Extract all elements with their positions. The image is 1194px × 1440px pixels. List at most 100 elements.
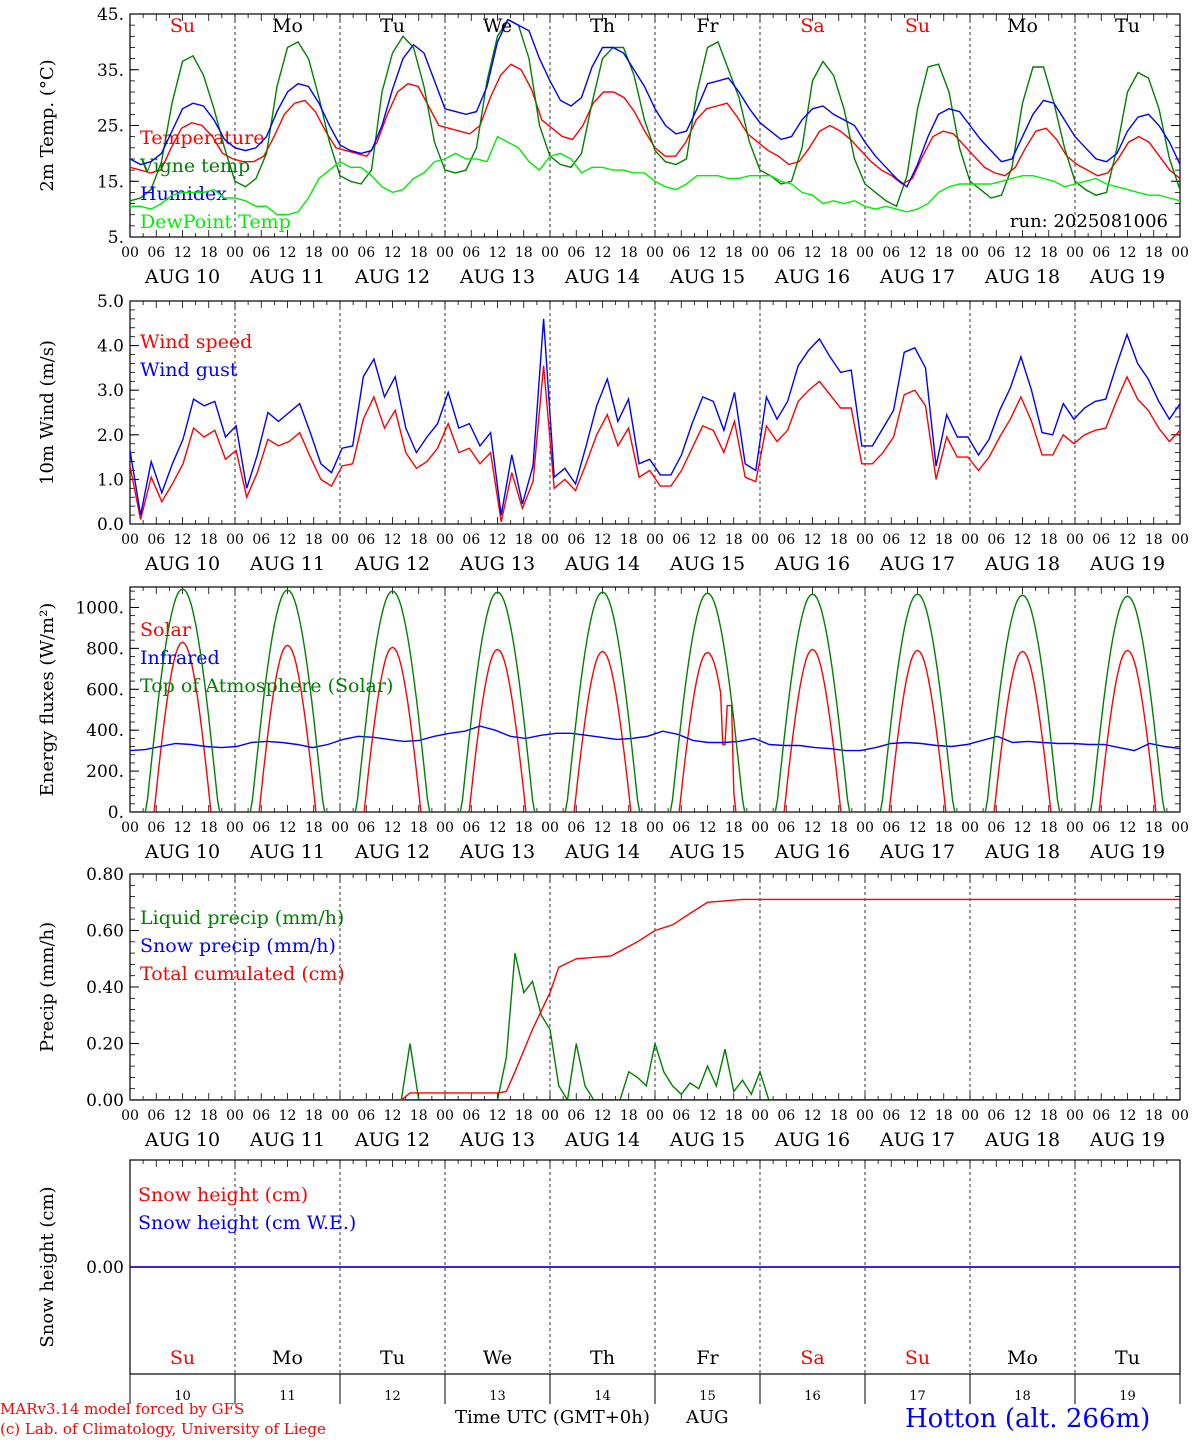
- series-line-infrared: [130, 725, 1180, 752]
- x-date-label: AUG 11: [249, 553, 325, 575]
- weekday-label: Tu: [1115, 15, 1140, 37]
- x-hour-label: 18: [1040, 820, 1058, 836]
- y-tick-label: 25.: [97, 117, 124, 137]
- weekday-label: Su: [905, 15, 930, 37]
- x-hour-label: 00: [646, 1108, 664, 1124]
- y-tick-label: 400.: [86, 721, 124, 741]
- x-hour-label: 06: [777, 820, 795, 836]
- x-hour-label: 00: [1066, 820, 1084, 836]
- x-date-label: AUG 17: [879, 841, 955, 863]
- y-axis-label: Precip (mm/h): [37, 922, 58, 1052]
- y-tick-label: 5.0: [97, 292, 124, 312]
- x-hour-label: 12: [594, 820, 612, 836]
- legend-top-of-atmosphere-solar-: Top of Atmosphere (Solar): [140, 675, 393, 697]
- x-hour-label: 00: [121, 1108, 139, 1124]
- x-date-label: AUG 15: [669, 841, 745, 863]
- x-hour-label: 12: [909, 245, 927, 261]
- x-hour-label: 06: [1092, 820, 1110, 836]
- x-date-label: AUG 10: [144, 553, 220, 575]
- station-name: Hotton (alt. 266m): [905, 1404, 1150, 1434]
- day-number-label: 14: [594, 1389, 611, 1404]
- weekday-label-bottom: Tu: [1115, 1347, 1140, 1369]
- x-hour-label: 06: [462, 1108, 480, 1124]
- day-number-label: 18: [1014, 1389, 1031, 1404]
- x-hour-label: 18: [410, 532, 428, 548]
- x-date-label: AUG 17: [879, 553, 955, 575]
- x-hour-label: 06: [252, 820, 270, 836]
- x-hour-label: 18: [935, 532, 953, 548]
- x-hour-label: 06: [357, 1108, 375, 1124]
- weekday-label-bottom: We: [483, 1347, 512, 1369]
- weekday-label-bottom: Sa: [800, 1347, 824, 1369]
- x-hour-label: 12: [279, 1108, 297, 1124]
- legend-infrared: Infrared: [140, 647, 220, 669]
- y-tick-label: 0.60: [86, 922, 124, 942]
- x-hour-label: 12: [699, 820, 717, 836]
- x-hour-label: 18: [1145, 1108, 1163, 1124]
- x-hour-label: 18: [1145, 820, 1163, 836]
- x-hour-label: 06: [882, 245, 900, 261]
- x-hour-label: 18: [305, 1108, 323, 1124]
- x-date-label: AUG 14: [564, 553, 640, 575]
- x-hour-label: 12: [909, 1108, 927, 1124]
- x-hour-label: 06: [462, 245, 480, 261]
- x-hour-label: 06: [462, 820, 480, 836]
- x-hour-label: 18: [305, 245, 323, 261]
- y-tick-label: 3.0: [97, 381, 124, 401]
- x-date-label: AUG 12: [354, 1129, 430, 1151]
- x-hour-label: 12: [1119, 532, 1137, 548]
- x-hour-label: 18: [830, 1108, 848, 1124]
- x-hour-label: 06: [1092, 1108, 1110, 1124]
- x-hour-label: 18: [620, 820, 638, 836]
- series-line-wind-speed: [130, 365, 1180, 522]
- weekday-label: Sa: [800, 15, 824, 37]
- legend-dewpoint-temp: DewPoint Temp: [140, 211, 291, 233]
- x-hour-label: 12: [1119, 1108, 1137, 1124]
- x-date-label: AUG 11: [249, 841, 325, 863]
- x-date-label: AUG 14: [564, 841, 640, 863]
- x-hour-label: 12: [174, 1108, 192, 1124]
- x-hour-label: 12: [489, 1108, 507, 1124]
- legend-solar: Solar: [140, 619, 192, 641]
- panel-snow: 0.00 Snow height (cm) Snow height (cm) Snow…: [37, 1159, 1181, 1404]
- x-date-label: AUG 12: [354, 841, 430, 863]
- x-hour-label: 00: [751, 820, 769, 836]
- x-hour-label: 00: [226, 1108, 244, 1124]
- x-hour-label: 06: [987, 820, 1005, 836]
- x-hour-label: 12: [594, 245, 612, 261]
- panel-precip: 0.00 0.20 0.40 0.60 0.80 Precip (mm/h) 00 06 12 1…: [37, 865, 1189, 1151]
- y-tick-label: 35.: [97, 61, 124, 81]
- x-hour-label: 12: [1014, 1108, 1032, 1124]
- x-hour-label: 18: [515, 532, 533, 548]
- x-hour-label: 18: [305, 532, 323, 548]
- x-hour-label: 00: [436, 1108, 454, 1124]
- x-hour-label: 06: [567, 245, 585, 261]
- weekday-label-bottom: Su: [905, 1347, 930, 1369]
- x-hour-label: 06: [357, 245, 375, 261]
- x-hour-label: 06: [147, 1108, 165, 1124]
- x-hour-label: 00: [541, 532, 559, 548]
- weekday-label-bottom: Su: [170, 1347, 195, 1369]
- y-tick-label: 0.: [108, 803, 124, 823]
- legend-snow-precip-mm-h-: Snow precip (mm/h): [140, 935, 336, 957]
- x-hour-label: 12: [1119, 820, 1137, 836]
- x-hour-label: 06: [672, 820, 690, 836]
- x-hour-label: 12: [174, 820, 192, 836]
- x-hour-label: 06: [462, 532, 480, 548]
- x-hour-label: 12: [1014, 820, 1032, 836]
- y-axis-label: Snow height (cm): [37, 1186, 58, 1347]
- series-line-vigne-temp: [130, 18, 1180, 208]
- weekday-label-bottom: Mo: [1007, 1347, 1038, 1369]
- x-hour-label: 06: [882, 532, 900, 548]
- run-label: run: 2025081006: [1010, 211, 1168, 232]
- x-hour-label: 12: [594, 1108, 612, 1124]
- legend-total-cumulated-cm-: Total cumulated (cm): [140, 963, 345, 985]
- x-hour-label: 00: [646, 532, 664, 548]
- y-tick-label: 0.80: [86, 865, 124, 885]
- y-tick-label: 0.00: [86, 1258, 124, 1278]
- x-hour-label: 18: [830, 820, 848, 836]
- x-hour-label: 00: [226, 820, 244, 836]
- x-hour-label: 00: [751, 245, 769, 261]
- x-hour-label: 00: [121, 820, 139, 836]
- x-hour-label: 12: [489, 245, 507, 261]
